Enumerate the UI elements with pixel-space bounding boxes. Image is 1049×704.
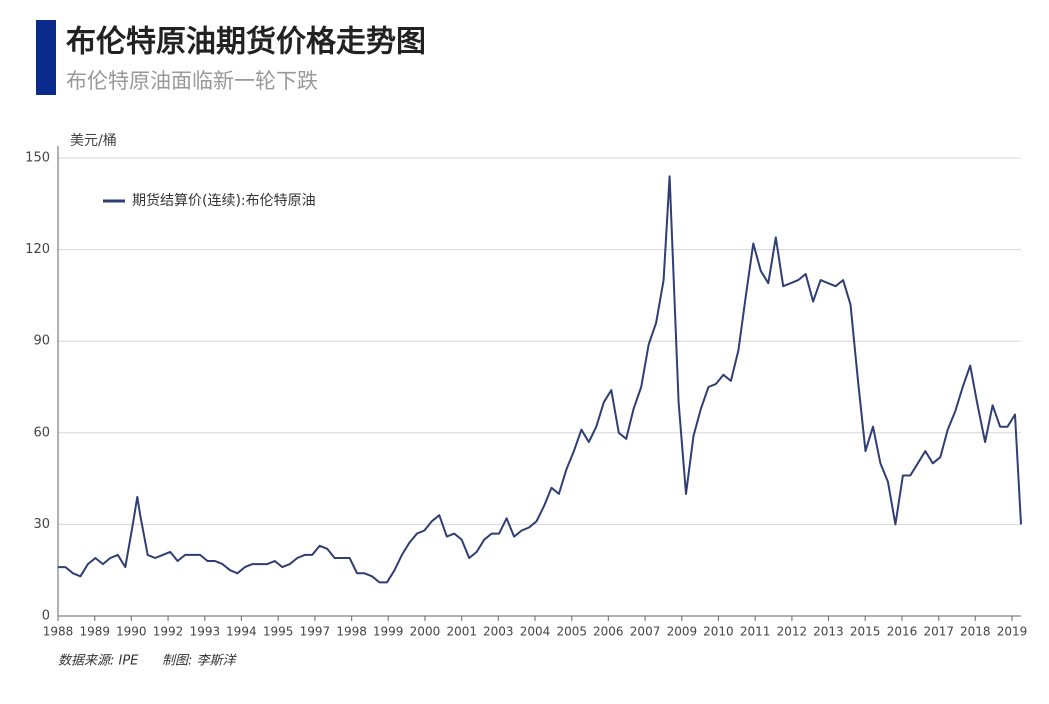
author: 制图: 李斯洋	[162, 654, 238, 669]
x-tick-label: 2016	[887, 625, 918, 639]
x-tick-label: 2018	[960, 625, 991, 639]
y-tick-label: 150	[25, 151, 50, 166]
x-tick-label: 2011	[740, 625, 771, 639]
chart-title: 布伦特原油期货价格走势图	[66, 25, 426, 60]
x-tick-label: 1993	[190, 625, 221, 639]
price-line	[58, 175, 1022, 584]
x-tick-label: 2019	[997, 625, 1028, 639]
x-tick-label: 2007	[630, 625, 661, 639]
legend-label: 期货结算价(连续):布伦特原油	[132, 192, 316, 209]
x-tick-label: 1989	[80, 625, 111, 639]
chart-subtitle: 布伦特原油面临新一轮下跌	[66, 69, 318, 93]
x-tick-label: 2013	[813, 625, 844, 639]
x-tick-label: 1995	[263, 625, 294, 639]
y-tick-label: 120	[25, 242, 50, 257]
title-bar	[36, 20, 56, 95]
x-tick-label: 1990	[116, 625, 147, 639]
x-tick-label: 2003	[483, 625, 514, 639]
x-tick-label: 2000	[410, 625, 441, 639]
x-tick-label: 1999	[373, 625, 404, 639]
x-tick-label: 2005	[557, 625, 588, 639]
x-tick-label: 1988	[43, 625, 74, 639]
x-tick-label: 2010	[703, 625, 734, 639]
y-tick-label: 30	[33, 517, 50, 532]
y-axis-label: 美元/桶	[70, 133, 117, 149]
x-tick-label: 2009	[667, 625, 698, 639]
x-tick-label: 1997	[300, 625, 331, 639]
y-tick-label: 90	[33, 334, 50, 349]
x-tick-label: 2004	[520, 625, 551, 639]
x-tick-label: 2012	[777, 625, 808, 639]
x-tick-label: 1992	[153, 625, 184, 639]
x-tick-label: 2006	[593, 625, 624, 639]
y-tick-label: 60	[33, 425, 50, 440]
x-tick-label: 1998	[336, 625, 367, 639]
x-tick-label: 2001	[446, 625, 477, 639]
y-tick-label: 0	[42, 609, 50, 624]
source: 数据来源: IPE	[58, 654, 139, 669]
x-tick-label: 2017	[923, 625, 954, 639]
x-tick-label: 1994	[226, 625, 257, 639]
x-tick-label: 2015	[850, 625, 881, 639]
